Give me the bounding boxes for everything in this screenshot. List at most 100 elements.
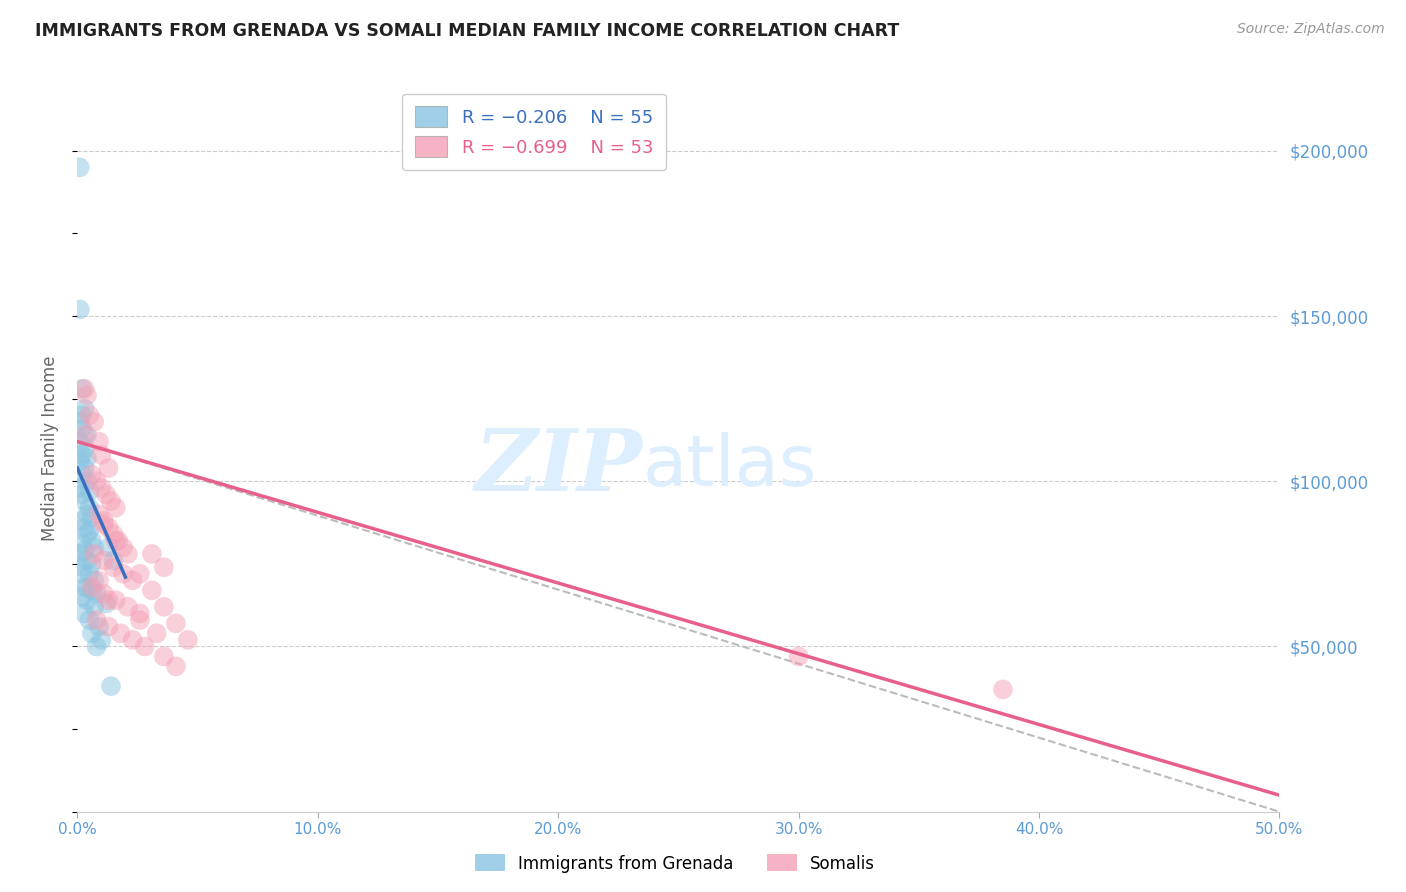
Point	[76, 388, 98, 402]
Point	[128, 613, 150, 627]
Point	[80, 510, 103, 524]
Text: Source: ZipAtlas.com: Source: ZipAtlas.com	[1237, 22, 1385, 37]
Point	[73, 580, 96, 594]
Point	[73, 401, 96, 416]
Point	[69, 481, 91, 495]
Point	[69, 302, 91, 317]
Point	[76, 508, 98, 522]
Point	[104, 500, 127, 515]
Point	[991, 682, 1014, 697]
Point	[97, 620, 120, 634]
Point	[80, 557, 103, 571]
Point	[96, 487, 118, 501]
Point	[90, 481, 112, 495]
Point	[70, 560, 93, 574]
Point	[165, 616, 187, 631]
Point	[787, 649, 810, 664]
Point	[86, 587, 108, 601]
Point	[76, 451, 98, 466]
Point	[83, 547, 105, 561]
Point	[111, 541, 134, 555]
Point	[80, 533, 103, 548]
Point	[79, 484, 101, 499]
Point	[76, 593, 98, 607]
Point	[79, 524, 101, 538]
Point	[70, 537, 93, 551]
Point	[83, 415, 105, 429]
Point	[69, 434, 91, 449]
Legend: R = −0.206    N = 55, R = −0.699    N = 53: R = −0.206 N = 55, R = −0.699 N = 53	[402, 94, 666, 169]
Point	[73, 461, 96, 475]
Point	[93, 587, 115, 601]
Point	[76, 475, 98, 489]
Point	[70, 448, 93, 462]
Point	[134, 640, 156, 654]
Point	[76, 428, 98, 442]
Point	[153, 599, 176, 614]
Point	[103, 527, 125, 541]
Point	[141, 547, 163, 561]
Point	[93, 514, 115, 528]
Point	[69, 415, 91, 429]
Point	[97, 541, 120, 555]
Point	[80, 626, 103, 640]
Point	[79, 613, 101, 627]
Point	[177, 632, 200, 647]
Point	[70, 566, 93, 581]
Point	[70, 590, 93, 604]
Point	[153, 560, 176, 574]
Point	[76, 580, 98, 594]
Point	[69, 161, 91, 175]
Point	[165, 659, 187, 673]
Point	[121, 574, 143, 588]
Point	[83, 541, 105, 555]
Point	[90, 632, 112, 647]
Point	[96, 597, 118, 611]
Point	[128, 607, 150, 621]
Point	[79, 408, 101, 422]
Point	[70, 467, 93, 482]
Point	[117, 599, 139, 614]
Point	[73, 428, 96, 442]
Point	[87, 508, 110, 522]
Point	[80, 583, 103, 598]
Point	[79, 566, 101, 581]
Point	[141, 583, 163, 598]
Point	[111, 566, 134, 581]
Point	[128, 566, 150, 581]
Point	[70, 382, 93, 396]
Point	[76, 527, 98, 541]
Point	[83, 574, 105, 588]
Point	[73, 520, 96, 534]
Point	[104, 533, 127, 548]
Point	[69, 547, 91, 561]
Point	[107, 533, 129, 548]
Point	[87, 574, 110, 588]
Point	[97, 461, 120, 475]
Point	[73, 442, 96, 455]
Point	[103, 553, 125, 567]
Point	[86, 475, 108, 489]
Point	[86, 613, 108, 627]
Point	[80, 467, 103, 482]
Point	[79, 500, 101, 515]
Point	[83, 599, 105, 614]
Point	[70, 487, 93, 501]
Legend: Immigrants from Grenada, Somalis: Immigrants from Grenada, Somalis	[468, 847, 882, 880]
Point	[103, 560, 125, 574]
Point	[87, 434, 110, 449]
Point	[87, 620, 110, 634]
Text: ZIP: ZIP	[474, 425, 643, 508]
Point	[73, 494, 96, 508]
Point	[73, 543, 96, 558]
Point	[70, 421, 93, 435]
Point	[110, 626, 132, 640]
Point	[104, 593, 127, 607]
Point	[117, 547, 139, 561]
Point	[69, 454, 91, 468]
Point	[100, 679, 122, 693]
Point	[100, 494, 122, 508]
Point	[76, 553, 98, 567]
Point	[73, 382, 96, 396]
Point	[70, 408, 93, 422]
